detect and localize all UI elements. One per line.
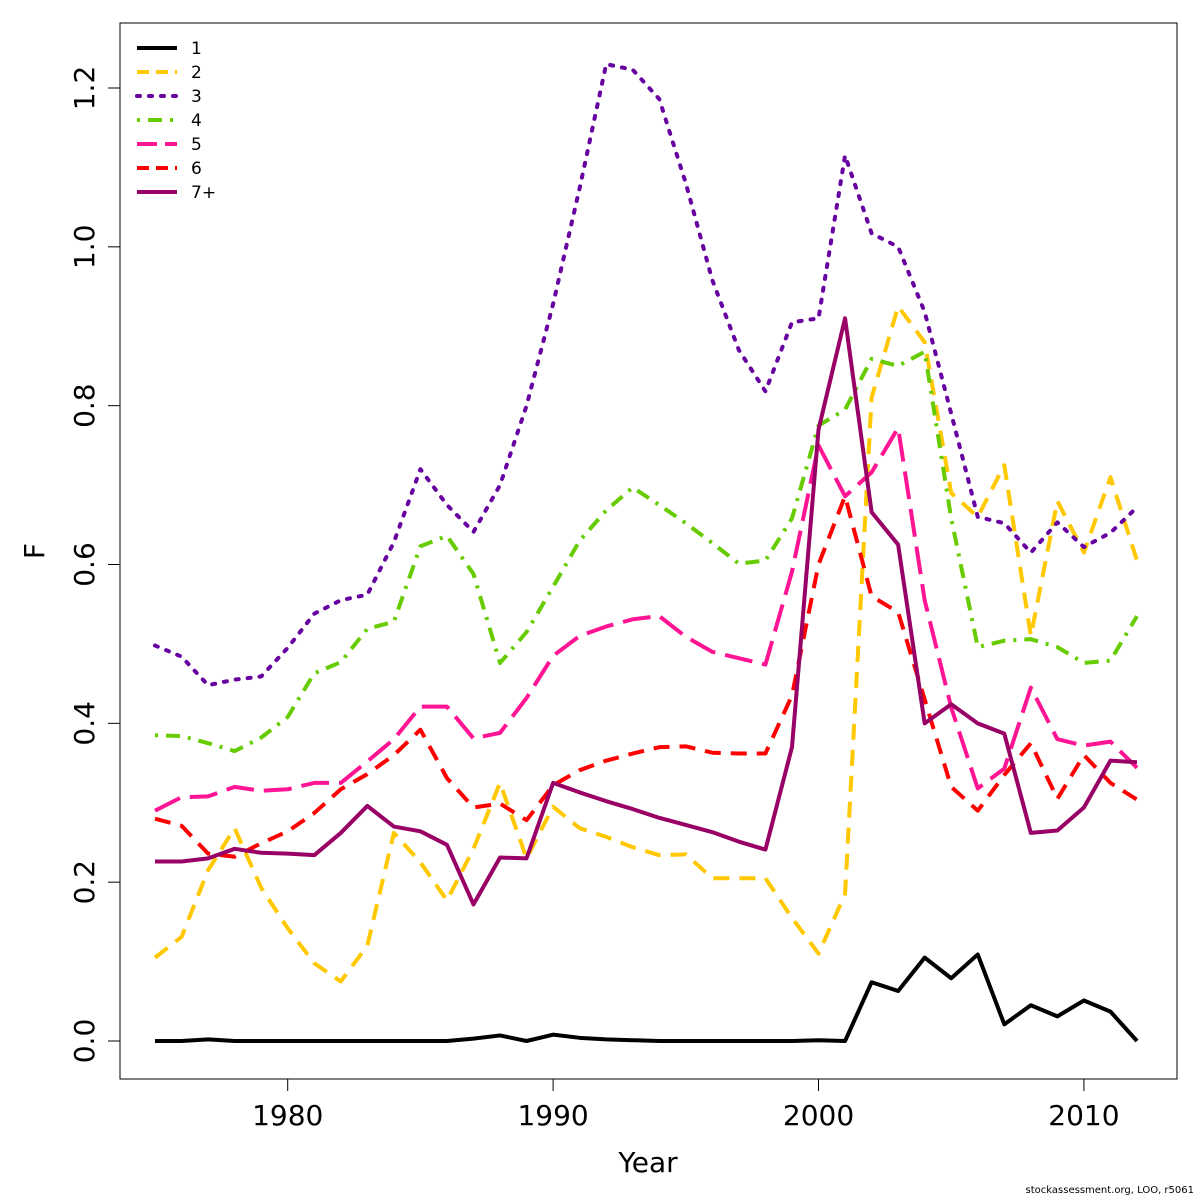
x-tick-label: 1990 bbox=[517, 1099, 588, 1132]
legend: 1 2 3 4 5 6 7+ bbox=[135, 39, 216, 203]
y-tick-label: 1.0 bbox=[68, 225, 101, 270]
y-tick-label: 0.0 bbox=[68, 1019, 101, 1064]
legend-label: 4 bbox=[191, 111, 202, 131]
legend-label: 5 bbox=[191, 135, 202, 155]
y-tick-label: 0.2 bbox=[68, 860, 101, 905]
series-line-2 bbox=[153, 304, 1139, 984]
x-axis: 1980 1990 2000 2010 bbox=[252, 1078, 1120, 1132]
x-axis-label: Year bbox=[617, 1146, 678, 1179]
series-line-7plus bbox=[155, 316, 1138, 907]
legend-label: 2 bbox=[191, 63, 202, 83]
y-tick-label: 0.6 bbox=[68, 542, 101, 587]
x-tick-label: 2000 bbox=[783, 1099, 854, 1132]
series-line-5 bbox=[154, 425, 1139, 813]
series-line-4 bbox=[154, 349, 1139, 754]
y-tick-label: 0.8 bbox=[68, 383, 101, 428]
x-tick-label: 2010 bbox=[1048, 1099, 1119, 1132]
y-axis-label: F bbox=[18, 543, 51, 559]
legend-label: 6 bbox=[191, 159, 202, 179]
series-line-1 bbox=[155, 952, 1139, 1043]
series-line-6 bbox=[154, 494, 1139, 859]
legend-label: 7+ bbox=[191, 183, 216, 203]
x-tick-label: 1980 bbox=[252, 1099, 323, 1132]
y-axis: 0.0 0.2 0.4 0.6 0.8 1.0 1.2 bbox=[68, 66, 121, 1064]
legend-label: 3 bbox=[191, 87, 202, 107]
series-layer bbox=[153, 62, 1139, 1043]
y-tick-label: 1.2 bbox=[68, 66, 101, 111]
y-tick-label: 0.4 bbox=[68, 701, 101, 746]
credit-text: stockassessment.org, LOO, r5061 bbox=[1025, 1185, 1194, 1196]
legend-label: 1 bbox=[191, 39, 202, 59]
series-line-3 bbox=[153, 62, 1139, 688]
